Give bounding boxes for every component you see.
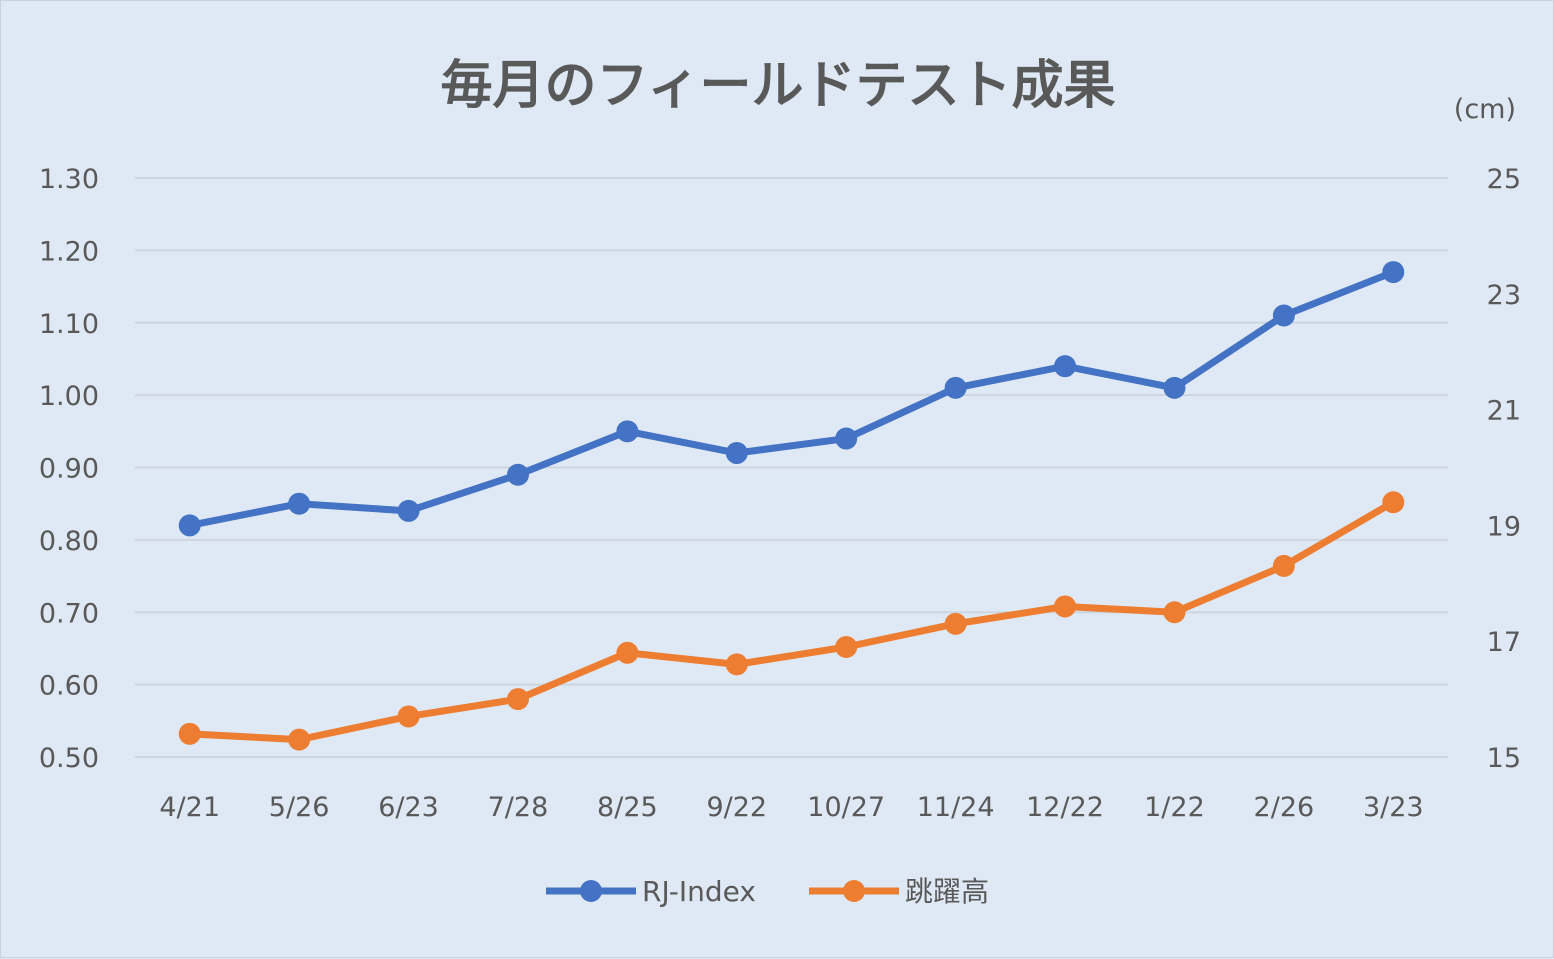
left-axis-tick-label: 0.80 bbox=[39, 526, 99, 557]
x-axis-tick-label: 2/26 bbox=[1254, 792, 1315, 823]
data-point bbox=[178, 722, 201, 745]
data-point bbox=[506, 688, 529, 711]
left-axis-tick-label: 0.60 bbox=[39, 671, 99, 702]
x-axis-tick-label: 8/25 bbox=[597, 792, 658, 823]
chart-title: 毎月のフィールドテスト成果 bbox=[441, 56, 1116, 116]
x-axis-tick-label: 4/21 bbox=[159, 792, 220, 823]
right-axis-tick-label: 15 bbox=[1487, 743, 1521, 774]
data-point bbox=[1382, 261, 1405, 284]
x-axis-tick-label: 9/22 bbox=[706, 792, 767, 823]
legend-marker-icon bbox=[843, 880, 865, 902]
data-point bbox=[616, 641, 639, 664]
x-axis-tick-label: 10/27 bbox=[807, 792, 885, 823]
data-point bbox=[1272, 304, 1295, 327]
x-axis-tick-label: 7/28 bbox=[488, 792, 549, 823]
right-axis-tick-label: 19 bbox=[1487, 511, 1521, 542]
data-point bbox=[1054, 595, 1077, 618]
left-axis-tick-label: 0.90 bbox=[39, 454, 99, 485]
data-point bbox=[944, 376, 967, 399]
right-axis-tick-label: 25 bbox=[1487, 164, 1521, 195]
data-point bbox=[1163, 601, 1186, 624]
x-axis-tick-label: 3/23 bbox=[1363, 792, 1424, 823]
data-point bbox=[1272, 554, 1295, 577]
left-axis-tick-label: 0.70 bbox=[39, 598, 99, 629]
legend-label: 跳躍高 bbox=[905, 875, 989, 908]
data-point bbox=[397, 705, 420, 728]
left-axis-tick-label: 0.50 bbox=[39, 743, 99, 774]
data-point bbox=[616, 420, 639, 443]
series-line-1 bbox=[189, 268, 1395, 529]
x-axis-tick-label: 5/26 bbox=[269, 792, 330, 823]
data-point bbox=[1163, 376, 1186, 399]
data-point bbox=[835, 635, 858, 658]
x-axis-tick-label: 12/22 bbox=[1026, 792, 1104, 823]
left-axis-tick-label: 1.10 bbox=[39, 309, 99, 340]
data-point bbox=[835, 427, 858, 450]
right-axis-unit: (cm) bbox=[1454, 94, 1516, 125]
data-point bbox=[288, 492, 311, 515]
data-point bbox=[725, 653, 748, 676]
data-point bbox=[397, 499, 420, 522]
data-point bbox=[288, 728, 311, 751]
legend-marker-icon bbox=[580, 880, 602, 902]
legend-item: RJ-Index bbox=[546, 875, 756, 908]
right-axis-tick-label: 21 bbox=[1487, 396, 1521, 427]
left-axis-tick-label: 1.20 bbox=[39, 236, 99, 267]
legend-label: RJ-Index bbox=[642, 875, 756, 908]
left-axis-tick-label: 1.30 bbox=[39, 164, 99, 195]
data-point bbox=[1382, 491, 1405, 514]
x-axis-tick-label: 1/22 bbox=[1144, 792, 1205, 823]
legend-item: 跳躍高 bbox=[809, 875, 989, 908]
left-axis-tick-label: 1.00 bbox=[39, 381, 99, 412]
data-point bbox=[1054, 355, 1077, 378]
right-axis-tick-label: 17 bbox=[1487, 627, 1521, 658]
x-axis-tick-label: 6/23 bbox=[378, 792, 439, 823]
series-line-2 bbox=[189, 499, 1396, 744]
data-point bbox=[178, 514, 201, 537]
data-point bbox=[725, 442, 748, 465]
right-axis-tick-label: 23 bbox=[1487, 280, 1521, 311]
data-point bbox=[944, 612, 967, 635]
data-point bbox=[506, 463, 529, 486]
x-axis-tick-label: 11/24 bbox=[917, 792, 995, 823]
